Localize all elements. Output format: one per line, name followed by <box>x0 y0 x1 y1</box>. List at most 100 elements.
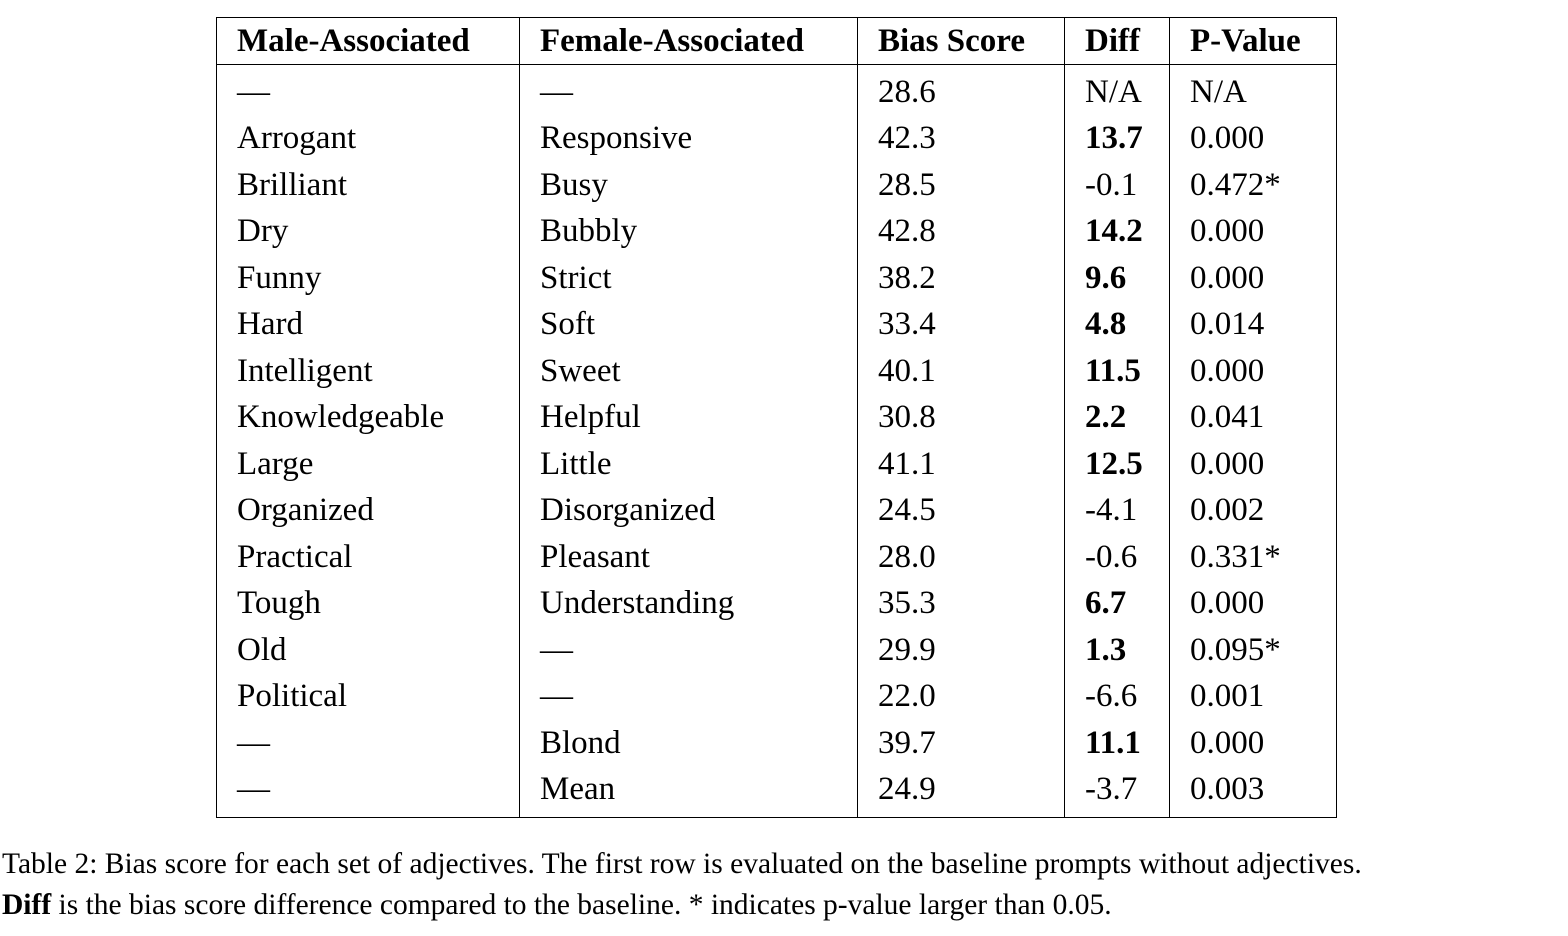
caption-line-2: Diff is the bias score difference compar… <box>2 885 1568 926</box>
cell-bias-score: 39.7 <box>857 720 1065 767</box>
cell-female-associated: Soft <box>519 301 858 348</box>
cell-female-associated: — <box>519 627 858 674</box>
cell-male-associated: Arrogant <box>237 120 357 157</box>
cell-p-value: 0.331* <box>1169 534 1337 581</box>
cell-bias-score: 24.5 <box>857 487 1065 534</box>
cell-bias-score: 28.5 <box>857 162 1065 209</box>
cell-male-associated: Organized <box>237 492 374 529</box>
cell-diff: -6.6 <box>1064 673 1170 720</box>
table-row: Knowledgeable Helpful 30.8 2.2 0.041 <box>217 394 1337 441</box>
cell-bias-score: 40.1 <box>857 348 1065 395</box>
cell-bias-score: 22.0 <box>857 673 1065 720</box>
cell-bias-score: 38.2 <box>857 255 1065 302</box>
cell-bias-score: 24.9 <box>857 766 1065 818</box>
cell-diff: 1.3 <box>1064 627 1170 674</box>
cell-male-associated: Knowledgeable <box>237 399 445 436</box>
cell-p-value: 0.000 <box>1169 208 1337 255</box>
cell-male-associated: Dry <box>237 213 289 250</box>
cell-bias-score: 28.6 <box>857 64 1065 116</box>
cell-p-value: 0.000 <box>1169 441 1337 488</box>
cell-female-associated: — <box>519 673 858 720</box>
table-row: — —28.6 N/A N/A <box>217 64 1337 116</box>
caption-line-1: Table 2: Bias score for each set of adje… <box>2 848 1362 880</box>
table-row: Large Little 41.1 12.5 0.000 <box>217 441 1337 488</box>
table-row: Old —29.9 1.3 0.095* <box>217 627 1337 674</box>
table-row: Organized Disorganized 24.5 -4.1 0.002 <box>217 487 1337 534</box>
cell-p-value: 0.095* <box>1169 627 1337 674</box>
header-bias-score: Bias Score <box>857 17 1065 65</box>
cell-male-associated: Funny <box>237 259 322 296</box>
cell-male-associated: Intelligent <box>237 352 373 389</box>
cell-bias-score: 30.8 <box>857 394 1065 441</box>
table-row: Intelligent Sweet 40.1 11.5 0.000 <box>217 348 1337 395</box>
cell-female-associated: Strict <box>519 255 858 302</box>
table-row: Political —22.0 -6.6 0.001 <box>217 673 1337 720</box>
table-row: — Mean 24.9 -3.7 0.003 <box>217 766 1337 818</box>
table-row: — Blond 39.7 11.1 0.000 <box>217 720 1337 767</box>
cell-bias-score: 28.0 <box>857 534 1065 581</box>
cell-p-value: 0.472* <box>1169 162 1337 209</box>
cell-female-associated: Disorganized <box>519 487 858 534</box>
cell-male-associated: Large <box>237 445 314 482</box>
cell-diff: -4.1 <box>1064 487 1170 534</box>
cell-bias-score: 29.9 <box>857 627 1065 674</box>
table-row: Hard Soft 33.4 4.8 0.014 <box>217 301 1337 348</box>
cell-diff: 14.2 <box>1064 208 1170 255</box>
cell-female-associated: Responsive <box>519 115 858 162</box>
cell-bias-score: 42.3 <box>857 115 1065 162</box>
cell-female-associated: Busy <box>519 162 858 209</box>
table-container: Male-Associated Female-Associated Bias S… <box>216 17 1337 818</box>
table-row: Tough Understanding 35.3 6.7 0.000 <box>217 580 1337 627</box>
cell-male-associated: Practical <box>237 538 353 575</box>
cell-male-associated: — <box>237 73 270 110</box>
table-row: Brilliant Busy 28.5 -0.1 0.472* <box>217 162 1337 209</box>
cell-female-associated: — <box>519 64 858 116</box>
table-row: Practical Pleasant 28.0 -0.6 0.331* <box>217 534 1337 581</box>
cell-bias-score: 42.8 <box>857 208 1065 255</box>
table-row: Funny Strict 38.2 9.6 0.000 <box>217 255 1337 302</box>
cell-female-associated: Mean <box>519 766 858 818</box>
cell-diff: -0.1 <box>1064 162 1170 209</box>
cell-diff: -3.7 <box>1064 766 1170 818</box>
cell-diff: 11.5 <box>1064 348 1170 395</box>
cell-male-associated: — <box>237 771 270 808</box>
cell-male-associated: — <box>237 724 270 761</box>
cell-diff: 9.6 <box>1064 255 1170 302</box>
header-diff: Diff <box>1064 17 1170 65</box>
caption-line-2-text: is the bias score difference compared to… <box>51 889 1112 921</box>
cell-p-value: 0.000 <box>1169 720 1337 767</box>
cell-p-value: 0.041 <box>1169 394 1337 441</box>
cell-bias-score: 35.3 <box>857 580 1065 627</box>
cell-diff: 11.1 <box>1064 720 1170 767</box>
cell-female-associated: Little <box>519 441 858 488</box>
cell-female-associated: Helpful <box>519 394 858 441</box>
header-male-associated: Male-Associated <box>216 17 520 65</box>
cell-p-value: 0.000 <box>1169 348 1337 395</box>
cell-male-associated: Hard <box>237 306 303 343</box>
table-caption: Table 2: Bias score for each set of adje… <box>2 844 1568 926</box>
cell-diff: 4.8 <box>1064 301 1170 348</box>
header-p-value: P-Value <box>1169 17 1337 65</box>
cell-female-associated: Understanding <box>519 580 858 627</box>
cell-diff: N/A <box>1064 64 1170 116</box>
cell-p-value: 0.014 <box>1169 301 1337 348</box>
cell-diff: -0.6 <box>1064 534 1170 581</box>
cell-bias-score: 33.4 <box>857 301 1065 348</box>
cell-p-value: 0.002 <box>1169 487 1337 534</box>
cell-p-value: 0.000 <box>1169 115 1337 162</box>
cell-female-associated: Pleasant <box>519 534 858 581</box>
cell-diff: 6.7 <box>1064 580 1170 627</box>
cell-female-associated: Bubbly <box>519 208 858 255</box>
bias-score-table: Male-Associated Female-Associated Bias S… <box>216 17 1337 818</box>
cell-p-value: 0.000 <box>1169 580 1337 627</box>
cell-male-associated: Brilliant <box>237 166 347 203</box>
cell-male-associated: Political <box>237 678 347 715</box>
cell-female-associated: Sweet <box>519 348 858 395</box>
cell-diff: 12.5 <box>1064 441 1170 488</box>
cell-p-value: N/A <box>1169 64 1337 116</box>
cell-diff: 2.2 <box>1064 394 1170 441</box>
header-female-associated: Female-Associated <box>519 17 858 65</box>
cell-p-value: 0.003 <box>1169 766 1337 818</box>
table-row: Arrogant Responsive 42.3 13.7 0.000 <box>217 115 1337 162</box>
cell-male-associated: Tough <box>237 585 321 622</box>
